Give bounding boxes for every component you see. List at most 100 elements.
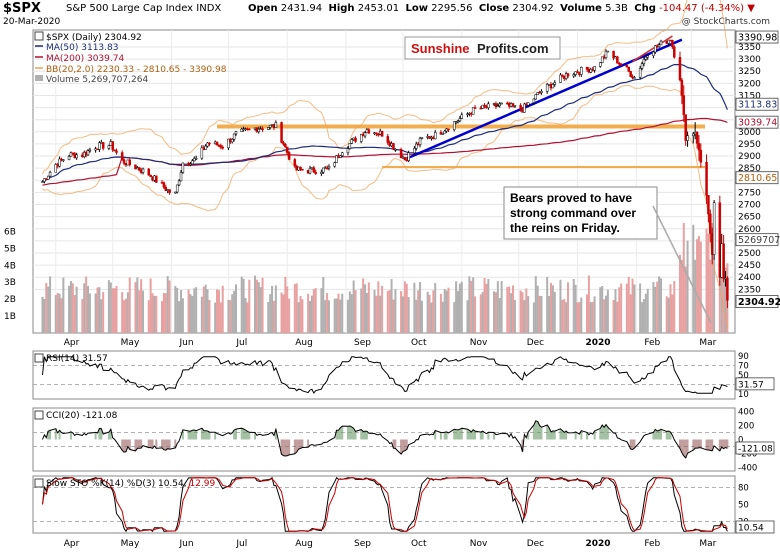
osc-tick-label: 0 [738, 436, 743, 446]
volume-bar [445, 290, 448, 333]
price-tag-ma200: 3039.74 [738, 118, 777, 129]
volume-bar [204, 284, 207, 333]
price-tick-label: 3350 [738, 43, 761, 53]
candle-body [678, 57, 682, 81]
volume-bar [705, 228, 708, 333]
volume-bar [586, 294, 589, 333]
volume-bar [599, 287, 602, 333]
volume-bar [217, 290, 220, 333]
candle-body [134, 164, 137, 170]
candle-body [137, 167, 141, 171]
ohlc-readout: Open 2431.94 High 2453.01 Low 2295.56 Cl… [248, 3, 755, 14]
candle-body [692, 133, 695, 136]
candle-body [572, 74, 575, 77]
volume-bar [631, 278, 634, 333]
candle-body [707, 195, 710, 215]
annotation-arrow [652, 205, 712, 324]
candle-body [189, 163, 192, 166]
candle-body [580, 67, 583, 75]
candle-body [314, 171, 317, 174]
candle-body [280, 122, 283, 143]
volume-bar [71, 283, 74, 333]
candle-body [46, 175, 50, 180]
volume-bar [493, 291, 496, 333]
volume-bar [392, 299, 395, 333]
price-tags: 3390.98 3113.83 3039.74 2810.65 5269707 2304.… [735, 30, 780, 308]
sto-legend-k: Slow STO %K(14) %D(3) 10.54, [46, 479, 187, 489]
candle-body [473, 107, 477, 109]
price-tag-close-box [735, 295, 779, 308]
volume-bar [123, 300, 126, 333]
candle-body [164, 186, 168, 191]
candle-body [722, 243, 725, 279]
price-legend: $SPX (Daily) 2304.92 MA(50) 3113.83 MA(2… [34, 31, 227, 85]
volume-bar [532, 302, 535, 333]
volume-bar [253, 275, 256, 333]
volume-bar [513, 300, 516, 333]
volume-bar [604, 295, 607, 333]
volume-tick-label: 4B [4, 261, 16, 271]
month-label: 2020 [586, 539, 611, 549]
candle-body [415, 143, 418, 149]
volume-bar [121, 292, 124, 333]
volume-bar [149, 278, 152, 333]
volume-bar [240, 276, 243, 333]
month-label: Jul [235, 539, 247, 549]
ticker-symbol: $SPX [3, 1, 41, 16]
volume-bar [94, 293, 97, 333]
volume-bar [168, 280, 171, 333]
volume-bar [625, 283, 628, 333]
volume-bar [257, 282, 260, 333]
candle-body [232, 133, 236, 140]
legend-ma50: MA(50) 3113.83 [46, 43, 118, 53]
candle-body [354, 137, 357, 142]
candle-body [638, 68, 642, 78]
volume-bar [538, 295, 541, 333]
candle-body [88, 149, 92, 152]
volume-bar [314, 288, 317, 333]
candle-body [494, 103, 498, 107]
volume-bar [434, 282, 437, 333]
candle-body [174, 191, 177, 194]
rsi-panel-frame [32, 350, 736, 400]
volume-bar [375, 295, 378, 333]
volume-bar [673, 280, 676, 333]
legend-volume-swatch [35, 75, 43, 81]
open-label: Open [248, 3, 278, 14]
volume-bar [567, 282, 570, 333]
month-label: Mar [699, 338, 716, 348]
volume-bar [644, 293, 647, 333]
candle-body [456, 120, 460, 123]
candle-body [513, 105, 517, 107]
volume-bar [620, 283, 623, 333]
candle-body [699, 149, 703, 163]
volume-bar [327, 300, 330, 333]
candle-body [498, 103, 501, 106]
volume-bar [546, 276, 549, 333]
price-tick-label: 2500 [738, 249, 761, 259]
volume-bar [248, 279, 251, 333]
candle-body [625, 64, 629, 68]
candle-body [69, 152, 73, 157]
month-label: Dec [527, 338, 544, 348]
candle-body [101, 142, 105, 149]
volume-bar [417, 290, 420, 333]
volume-bar [614, 289, 617, 333]
candle-body [375, 132, 378, 135]
rsi-panel: 907050301031.57 [33, 352, 775, 400]
candle-body [619, 63, 623, 66]
volume-bar [307, 293, 310, 333]
candle-body [392, 143, 395, 150]
legend-main: $SPX (Daily) 2304.92 [46, 33, 142, 43]
volume-bar [126, 292, 129, 333]
candle-body [481, 104, 484, 109]
chg-down-icon: ▼ [744, 3, 755, 14]
price-tag-volume-box [735, 233, 779, 247]
index-name: S&P 500 Large Cap Index INDX [66, 3, 221, 14]
volume-bar [694, 259, 697, 333]
volume-bar [179, 290, 182, 333]
candle-body [363, 132, 367, 137]
osc-tick-label: 50 [738, 501, 749, 511]
volume-tick-label: 3B [4, 278, 16, 288]
candle-body [559, 74, 562, 83]
